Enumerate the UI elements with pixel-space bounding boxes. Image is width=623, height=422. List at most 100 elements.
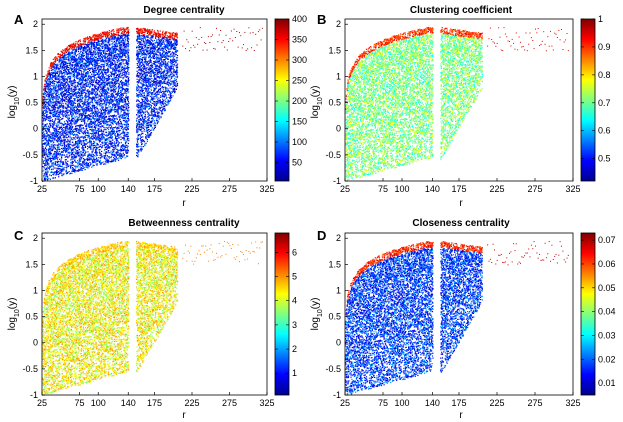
colorbar-tick-label: 0.06 <box>598 259 616 269</box>
y-tick-label: 1.5 <box>328 45 341 55</box>
y-tick-label: -0.5 <box>325 150 341 160</box>
y-tick-label: 0 <box>336 124 341 134</box>
panel-label: C <box>14 228 24 243</box>
density-points <box>345 241 569 396</box>
x-tick-label: 75 <box>378 398 388 408</box>
colorbar-tick-label: 250 <box>292 76 307 86</box>
x-axis-label: r <box>182 410 186 421</box>
chart-title: Degree centrality <box>143 5 225 16</box>
y-tick-label: -1 <box>333 390 341 400</box>
density-points <box>345 26 569 181</box>
y-tick-label: -0.5 <box>325 364 341 374</box>
colorbar-tick-label: 100 <box>292 137 307 147</box>
x-tick-label: 175 <box>147 184 162 194</box>
x-tick-label: 225 <box>184 398 199 408</box>
colorbar-tick-label: 0.9 <box>598 42 611 52</box>
x-tick-label: 100 <box>91 184 106 194</box>
colorbar-tick-label: 0.5 <box>598 154 611 164</box>
panel-clustering-coefficient: B Clustering coefficient 25 75 100 140 175 22… <box>310 5 611 209</box>
x-tick-label: 75 <box>74 184 84 194</box>
y-tick-label: 1 <box>336 71 341 81</box>
colorbar-tick-label: 2 <box>292 344 297 354</box>
x-tick-label: 25 <box>37 398 47 408</box>
x-tick-label: 175 <box>451 184 466 194</box>
x-tick-label: 275 <box>222 184 237 194</box>
x-tick-label: 275 <box>527 184 542 194</box>
x-tick-label: 325 <box>565 184 580 194</box>
colorbar-tick-label: 300 <box>292 55 307 65</box>
y-tick-label: 0.5 <box>328 98 341 108</box>
x-tick-label: 140 <box>121 398 136 408</box>
x-tick-label: 75 <box>378 184 388 194</box>
x-tick-label: 175 <box>451 398 466 408</box>
x-tick-label: 140 <box>425 398 440 408</box>
y-tick-label: 0 <box>33 338 38 348</box>
colorbar-tick-label: 0.01 <box>598 378 616 388</box>
x-tick-label: 225 <box>184 184 199 194</box>
colorbar-tick-label: 1 <box>598 14 603 24</box>
colorbar-tick-label: 5 <box>292 272 297 282</box>
colorbar-tick-label: 0.8 <box>598 70 611 80</box>
panel-betweenness-centrality: C Betweenness centrality 25 75 100 140 175 22… <box>7 218 297 421</box>
colorbar-tick-label: 3 <box>292 320 297 330</box>
y-tick-label: 1.5 <box>328 259 341 269</box>
x-tick-label: 25 <box>340 184 350 194</box>
x-tick-label: 275 <box>527 398 542 408</box>
y-axis-label: log10(y) <box>310 298 324 331</box>
y-tick-label: -0.5 <box>22 364 38 374</box>
colorbar-tick-label: 4 <box>292 296 297 306</box>
y-axis-label: log10(y) <box>7 298 21 331</box>
panel-label: D <box>317 228 326 243</box>
density-points <box>42 26 263 182</box>
colorbar-tick-label: 0.04 <box>598 307 616 317</box>
panel-label: A <box>14 12 24 27</box>
y-tick-label: 2 <box>33 233 38 243</box>
y-tick-label: 1 <box>336 285 341 295</box>
x-tick-label: 75 <box>74 398 84 408</box>
plot-area: 25 75 100 140 175 225 275 325 -1 -0.5 0 0.5 1 1.5 2 <box>325 232 581 408</box>
colorbar-tick-label: 0.03 <box>598 330 616 340</box>
colorbar-tick-label: 0.02 <box>598 354 616 364</box>
colorbar-tick-label: 350 <box>292 35 307 45</box>
colorbar-tick-label: 200 <box>292 96 307 106</box>
x-tick-label: 100 <box>394 398 409 408</box>
y-tick-label: 1 <box>33 71 38 81</box>
y-axis-label: log10(y) <box>310 86 324 119</box>
colorbar-tick-label: 1 <box>292 368 297 378</box>
colorbar-gradient <box>274 232 290 396</box>
y-tick-label: -1 <box>333 176 341 186</box>
panel-degree-centrality: A Degree centrality 25 75 100 140 175 225 275 3… <box>7 5 307 209</box>
colorbar: 0.01 0.02 0.03 0.04 0.05 0.06 0.07 <box>580 232 616 396</box>
y-tick-label: 0.5 <box>328 312 341 322</box>
colorbar: 0.5 0.6 0.7 0.8 0.9 1 <box>580 14 611 182</box>
chart-title: Closeness centrality <box>412 218 510 229</box>
colorbar-tick-label: 0.7 <box>598 98 611 108</box>
colorbar-gradient <box>580 232 596 396</box>
colorbar-tick-label: 50 <box>292 158 302 168</box>
y-tick-label: 2 <box>33 19 38 29</box>
x-tick-label: 140 <box>425 184 440 194</box>
y-tick-label: 0 <box>336 338 341 348</box>
x-tick-label: 325 <box>259 398 274 408</box>
panel-label: B <box>317 12 326 27</box>
colorbar-tick-label: 150 <box>292 117 307 127</box>
y-tick-label: 0.5 <box>25 312 38 322</box>
x-tick-label: 25 <box>37 184 47 194</box>
x-tick-label: 325 <box>565 398 580 408</box>
y-tick-label: 0 <box>33 124 38 134</box>
x-tick-label: 100 <box>394 184 409 194</box>
density-points <box>42 240 263 396</box>
colorbar-tick-label: 0.07 <box>598 235 616 245</box>
colorbar-tick-label: 0.05 <box>598 283 616 293</box>
y-tick-label: 1 <box>33 285 38 295</box>
colorbar: 1 2 3 4 5 6 <box>274 232 297 396</box>
x-tick-label: 140 <box>121 184 136 194</box>
chart-title: Betweenness centrality <box>128 218 240 229</box>
panel-closeness-centrality: D Closeness centrality 25 75 100 140 175 225 2… <box>310 218 616 421</box>
y-tick-label: 0.5 <box>25 98 38 108</box>
y-axis-label: log10(y) <box>7 86 21 119</box>
plot-area: 25 75 100 140 175 225 275 325 -1 -0.5 0 0.5 1 1.5 2 <box>325 18 581 194</box>
chart-title: Clustering coefficient <box>410 5 513 16</box>
x-tick-label: 175 <box>147 398 162 408</box>
